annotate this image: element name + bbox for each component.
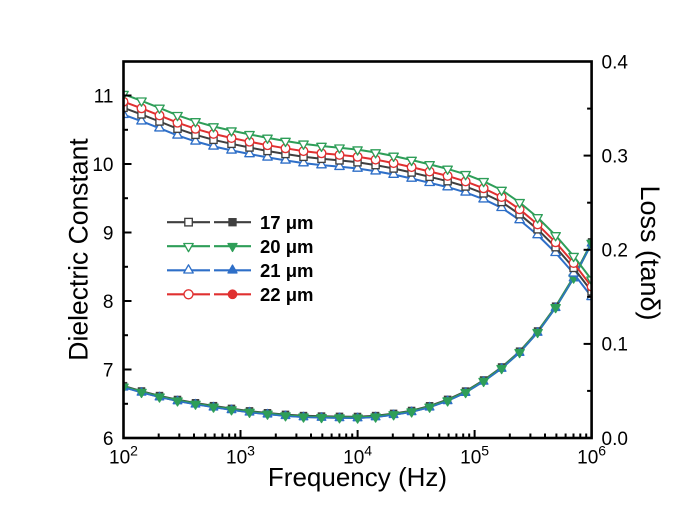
svg-text:7: 7 [103,360,114,381]
svg-text:21 μm: 21 μm [260,260,314,281]
svg-text:20 μm: 20 μm [260,236,314,257]
svg-text:0.2: 0.2 [602,241,628,262]
svg-text:0.3: 0.3 [602,146,628,167]
svg-text:22 μm: 22 μm [260,284,314,305]
svg-text:0.4: 0.4 [602,52,629,73]
svg-text:11: 11 [94,86,114,107]
svg-text:10: 10 [92,155,113,176]
svg-text:9: 9 [103,223,114,244]
svg-text:0.1: 0.1 [602,335,628,356]
svg-text:6: 6 [103,429,114,450]
svg-text:8: 8 [103,292,114,313]
svg-text:0.0: 0.0 [602,429,628,450]
svg-text:17 μm: 17 μm [260,212,314,233]
svg-text:Frequency (Hz): Frequency (Hz) [268,462,447,492]
svg-text:Dielectric Constant: Dielectric Constant [64,138,94,361]
svg-text:Loss (tanδ): Loss (tanδ) [635,185,665,320]
